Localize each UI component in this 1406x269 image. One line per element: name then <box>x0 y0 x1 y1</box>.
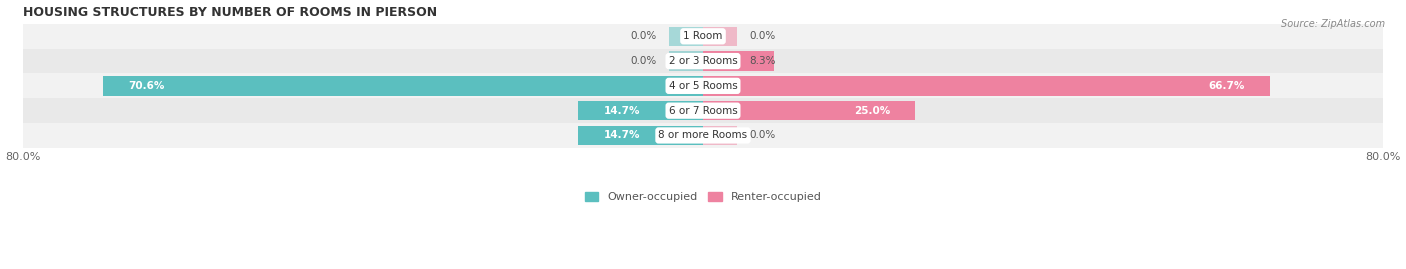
Bar <box>24 123 1382 148</box>
Bar <box>24 73 1382 98</box>
Bar <box>578 126 703 145</box>
Bar <box>578 101 703 120</box>
Text: 0.0%: 0.0% <box>749 31 776 41</box>
Text: 0.0%: 0.0% <box>630 31 657 41</box>
Bar <box>703 76 1270 95</box>
Text: HOUSING STRUCTURES BY NUMBER OF ROOMS IN PIERSON: HOUSING STRUCTURES BY NUMBER OF ROOMS IN… <box>24 6 437 19</box>
Bar <box>24 24 1382 49</box>
Bar <box>703 101 915 120</box>
Bar <box>24 49 1382 73</box>
Bar <box>703 51 773 71</box>
Text: 1 Room: 1 Room <box>683 31 723 41</box>
Text: 14.7%: 14.7% <box>603 130 640 140</box>
Text: Source: ZipAtlas.com: Source: ZipAtlas.com <box>1281 19 1385 29</box>
Bar <box>103 76 703 95</box>
Text: 8 or more Rooms: 8 or more Rooms <box>658 130 748 140</box>
Legend: Owner-occupied, Renter-occupied: Owner-occupied, Renter-occupied <box>581 187 825 207</box>
Bar <box>703 27 737 46</box>
Text: 70.6%: 70.6% <box>128 81 165 91</box>
Bar <box>669 27 703 46</box>
Bar <box>669 51 703 71</box>
Text: 2 or 3 Rooms: 2 or 3 Rooms <box>669 56 737 66</box>
Text: 14.7%: 14.7% <box>603 106 640 116</box>
Bar <box>24 98 1382 123</box>
Text: 0.0%: 0.0% <box>630 56 657 66</box>
Bar <box>703 126 737 145</box>
Text: 0.0%: 0.0% <box>749 130 776 140</box>
Text: 25.0%: 25.0% <box>853 106 890 116</box>
Text: 8.3%: 8.3% <box>749 56 776 66</box>
Text: 4 or 5 Rooms: 4 or 5 Rooms <box>669 81 737 91</box>
Text: 66.7%: 66.7% <box>1208 81 1244 91</box>
Text: 6 or 7 Rooms: 6 or 7 Rooms <box>669 106 737 116</box>
